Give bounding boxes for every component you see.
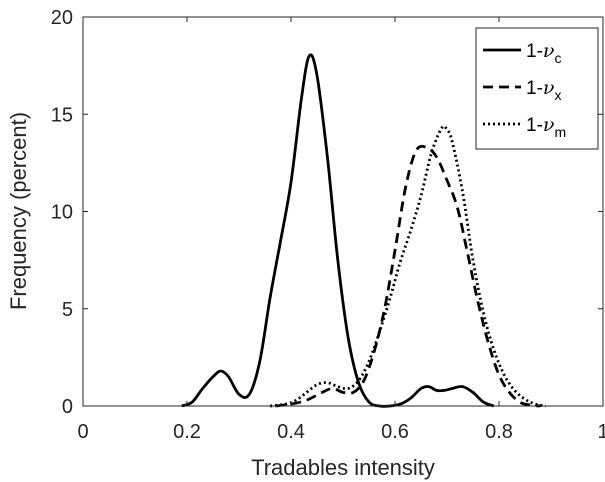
x-axis-label: Tradables intensity — [251, 455, 435, 480]
series-line-c — [181, 53, 495, 408]
y-tick-label: 5 — [62, 299, 73, 321]
legend-box — [475, 27, 599, 150]
legend-entry-x: 1-νx — [526, 77, 561, 103]
x-tick-label: 0.8 — [485, 421, 513, 443]
x-tick-label: 0.6 — [381, 421, 409, 443]
legend-entry-m: 1-νm — [526, 114, 566, 140]
legend-entry-c: 1-νc — [526, 40, 561, 66]
y-tick-label: 20 — [51, 7, 73, 29]
x-tick-label: 0.2 — [173, 421, 201, 443]
plot-area-frame — [82, 16, 604, 407]
legend: 1-νc 1-νx 1-νm — [475, 27, 599, 150]
y-axis-label: Frequency (percent) — [6, 112, 31, 310]
series-layer — [181, 53, 547, 408]
y-tick-label: 0 — [62, 396, 73, 418]
x-tick-label: 1 — [597, 421, 605, 443]
x-tick-label: 0.4 — [277, 421, 305, 443]
x-tick-label: 0 — [77, 421, 88, 443]
y-tick-label: 15 — [51, 104, 73, 126]
y-tick-label: 10 — [51, 202, 73, 224]
